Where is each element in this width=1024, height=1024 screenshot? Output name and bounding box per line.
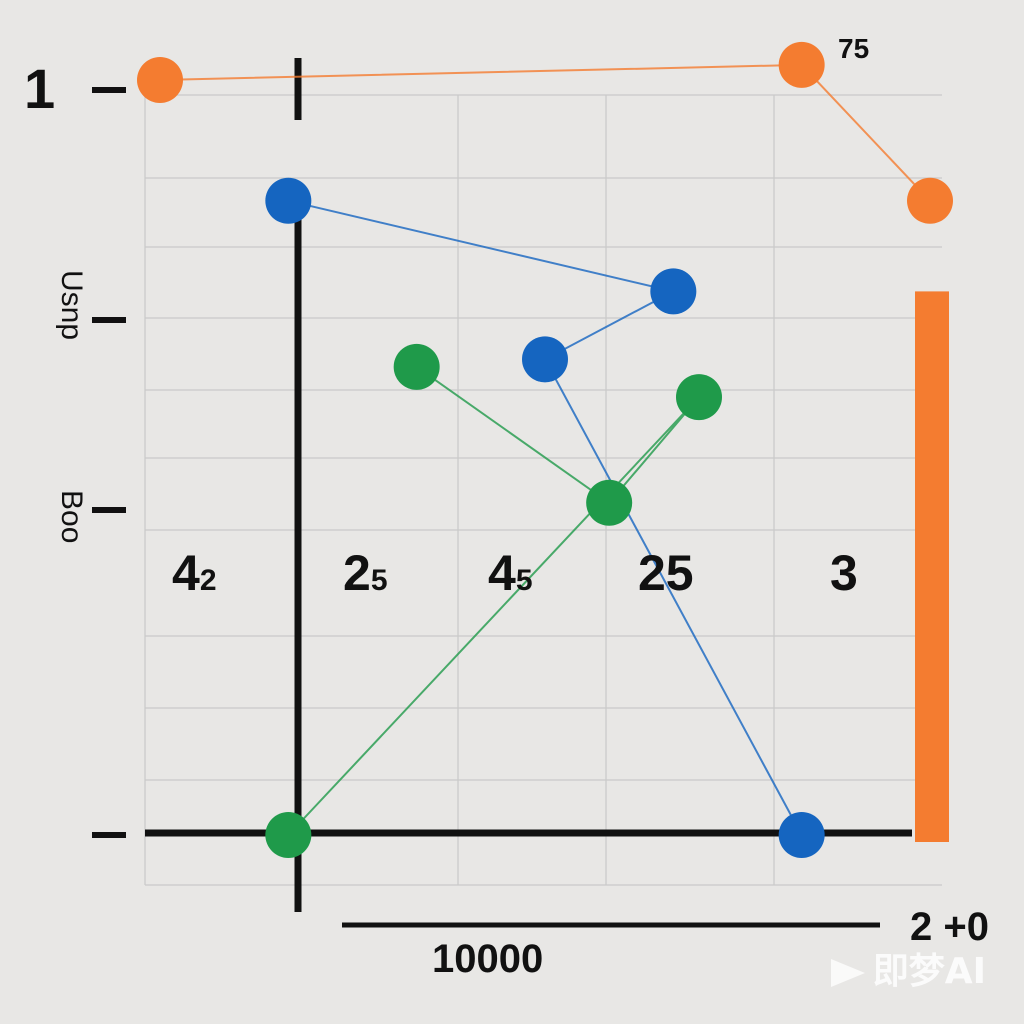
- series-1-point-2: [778, 41, 825, 88]
- value-label-3: 45: [488, 545, 533, 601]
- series-1-point-1: [137, 57, 183, 103]
- watermark-text: 即梦AI: [872, 951, 986, 992]
- y-axis-ticks: [92, 87, 126, 838]
- value-label-5: 3: [830, 545, 858, 601]
- side-label-bottom: Boo: [55, 490, 88, 543]
- x-axis-label: 10000: [432, 937, 543, 981]
- series-3-point-3: [676, 374, 722, 421]
- series-line-3: [287, 366, 700, 836]
- gridlines: [144, 94, 942, 886]
- series-layer: [137, 41, 953, 858]
- y-tick-label-1: 1: [24, 57, 55, 120]
- watermark: 即梦AI: [830, 942, 986, 994]
- value-label-4: 25: [638, 545, 694, 601]
- series-1-point-3: [907, 177, 953, 224]
- series-2-point-2: [650, 268, 697, 315]
- value-label-2: 25: [343, 545, 388, 601]
- series-2-point-3: [522, 336, 568, 383]
- value-labels: 42 25 45 25 3: [172, 545, 858, 601]
- corner-label: 75: [838, 33, 869, 64]
- series-2-point-1: [265, 177, 312, 224]
- series-2-point-4: [778, 812, 825, 858]
- series-3-point-2: [586, 479, 633, 526]
- value-label-1: 42: [172, 545, 217, 601]
- right-axis-label: 2 +0: [910, 905, 989, 949]
- series-3-point-4: [265, 812, 312, 858]
- series-line-1: [159, 63, 931, 202]
- orange-bar: [915, 291, 949, 842]
- side-label-top: Usnp: [55, 270, 88, 340]
- series-3-point-1: [393, 343, 440, 390]
- watermark-logo-icon: [830, 959, 865, 987]
- series-line-2: [288, 199, 803, 836]
